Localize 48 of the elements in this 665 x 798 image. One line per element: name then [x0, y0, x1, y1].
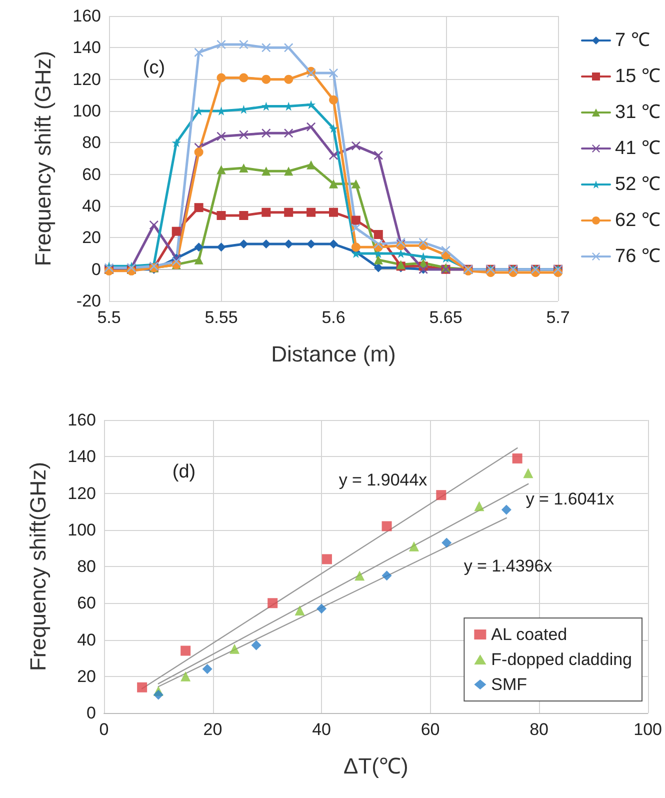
x-tick-label: 5.5 [97, 308, 121, 327]
x-tick-label: 5.55 [204, 308, 238, 327]
legend-label: 52 ℃ [615, 174, 660, 195]
y-tick-label: 160 [68, 410, 96, 430]
legend-label: AL coated [491, 625, 568, 644]
y-tick-label: 100 [72, 102, 101, 120]
y-axis-title: Frequency shift(GHz) [26, 462, 50, 672]
y-tick-label: 0 [92, 260, 101, 279]
y-tick-label: 120 [68, 484, 96, 503]
y-tick-label: 120 [72, 70, 101, 89]
legend-label: 7 ℃ [615, 30, 650, 51]
y-axis-title: Frequency shift (GHz) [30, 50, 56, 266]
y-tick-label: 140 [68, 447, 96, 466]
legend-label: 31 ℃ [615, 102, 660, 123]
x-tick-label: 60 [420, 720, 440, 739]
annotation: y = 1.6041x [526, 490, 615, 508]
x-tick-label: 40 [312, 720, 331, 739]
x-tick-label: 100 [634, 720, 662, 739]
y-tick-label: 80 [82, 133, 101, 152]
legend-label: 41 ℃ [615, 138, 660, 159]
legend-label: 15 ℃ [615, 66, 660, 87]
x-tick-label: 5.65 [429, 308, 462, 327]
annotation: y = 1.9044x [338, 470, 428, 490]
legend-label: F-dopped cladding [491, 650, 632, 669]
legend-label: SMF [491, 675, 528, 694]
y-tick-label: -20 [76, 292, 101, 310]
annotation: (c) [142, 58, 166, 78]
y-tick-label: 20 [82, 228, 101, 248]
x-tick-label: 80 [530, 720, 549, 739]
x-axis-title: ΔT(℃) [344, 754, 408, 778]
y-tick-label: 20 [77, 666, 96, 686]
annotation: (d) [172, 462, 196, 482]
legend-label: 62 ℃ [615, 210, 660, 231]
y-tick-label: 40 [77, 630, 96, 650]
x-axis-title: Distance (m) [271, 342, 396, 366]
y-tick-label: 160 [72, 6, 101, 26]
y-tick-label: 60 [77, 594, 96, 613]
y-tick-label: 40 [82, 196, 101, 216]
x-tick-label: 5.7 [546, 308, 570, 327]
x-tick-label: 5.6 [322, 308, 346, 327]
y-tick-label: 80 [77, 557, 96, 576]
legend-label: 76 ℃ [615, 246, 660, 267]
y-tick-label: 100 [68, 520, 96, 540]
y-tick-label: 140 [72, 38, 101, 58]
annotation: y = 1.4396x [464, 556, 553, 576]
y-tick-label: 60 [82, 164, 101, 184]
x-tick-label: 20 [203, 720, 222, 739]
y-tick-label: 0 [86, 704, 96, 722]
